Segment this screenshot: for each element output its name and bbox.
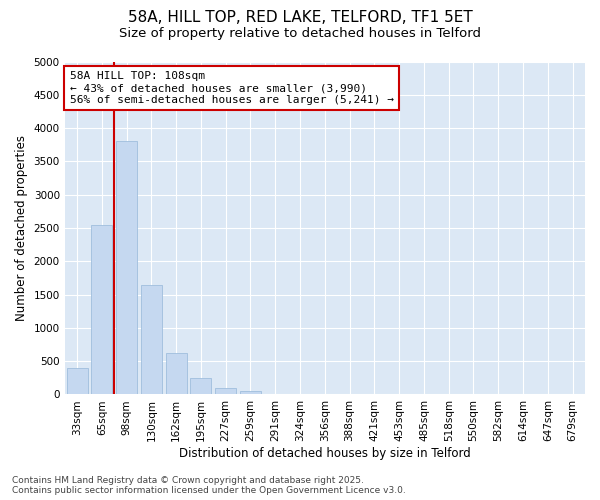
Bar [190,378,211,394]
Bar [67,368,88,394]
X-axis label: Distribution of detached houses by size in Telford: Distribution of detached houses by size … [179,447,471,460]
Text: Size of property relative to detached houses in Telford: Size of property relative to detached ho… [119,28,481,40]
Text: 58A, HILL TOP, RED LAKE, TELFORD, TF1 5ET: 58A, HILL TOP, RED LAKE, TELFORD, TF1 5E… [128,10,472,25]
Bar [240,391,261,394]
Text: Contains HM Land Registry data © Crown copyright and database right 2025.
Contai: Contains HM Land Registry data © Crown c… [12,476,406,495]
Bar [166,353,187,395]
Y-axis label: Number of detached properties: Number of detached properties [15,135,28,321]
Bar [141,284,162,395]
Bar [91,224,112,394]
Bar [215,388,236,394]
Bar [116,142,137,394]
Text: 58A HILL TOP: 108sqm
← 43% of detached houses are smaller (3,990)
56% of semi-de: 58A HILL TOP: 108sqm ← 43% of detached h… [70,72,394,104]
